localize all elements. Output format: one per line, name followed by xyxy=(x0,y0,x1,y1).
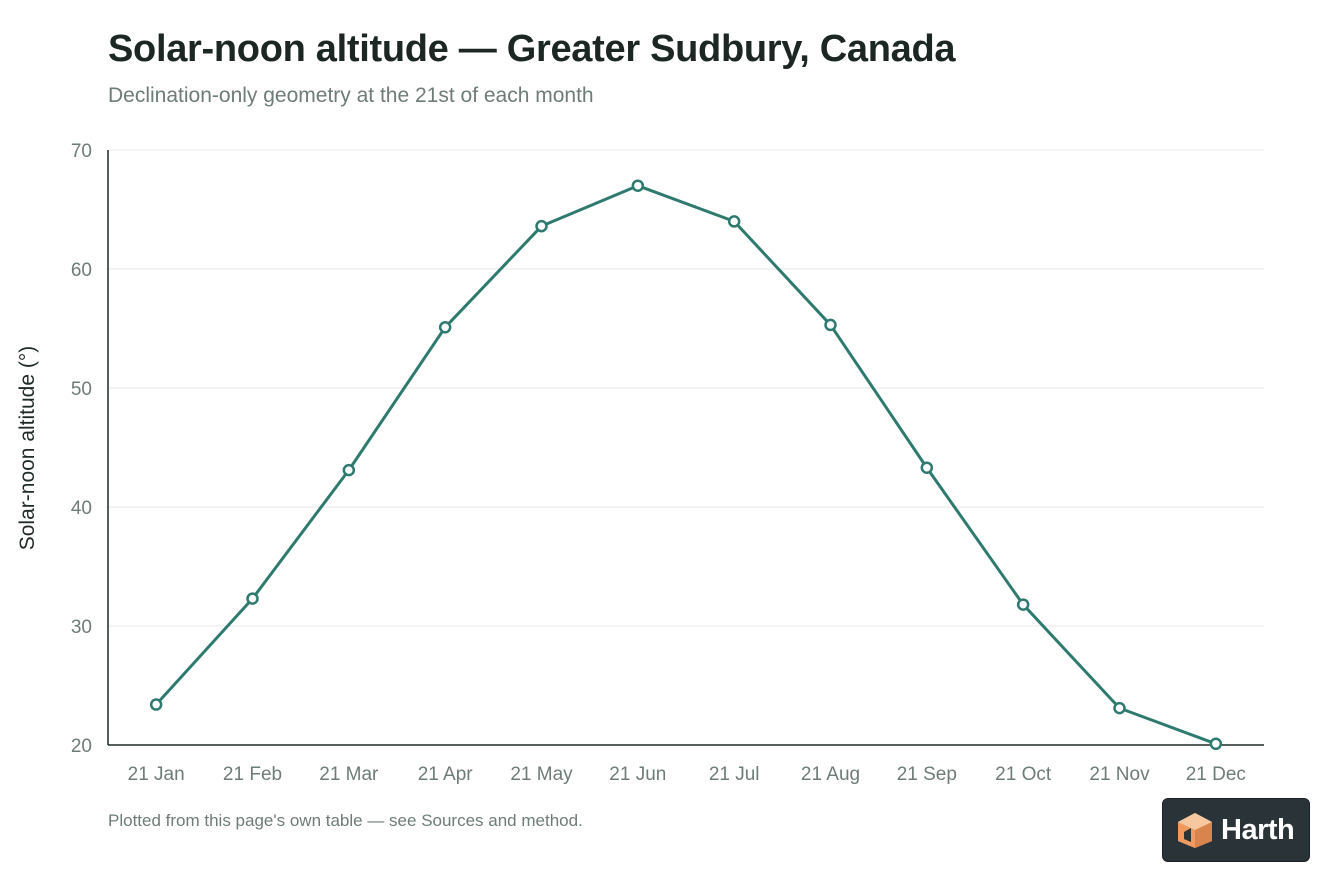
x-tick-label: 21 Mar xyxy=(319,764,379,785)
data-point[interactable] xyxy=(535,219,548,233)
y-tick-label: 60 xyxy=(71,260,92,281)
gridlines xyxy=(108,149,1264,627)
data-point[interactable] xyxy=(246,592,259,605)
data-point[interactable] xyxy=(438,321,452,334)
series xyxy=(149,179,1223,751)
chart-subtitle: Declination-only geometry at the 21st of… xyxy=(108,84,594,107)
x-tick-labels: 21 Jan 21 Feb 21 Mar 21 Apr 21 May 21 Jun 21 J… xyxy=(128,764,1246,785)
x-tick-label: 21 Jul xyxy=(709,764,760,785)
y-tick-label: 30 xyxy=(71,617,92,638)
data-point[interactable] xyxy=(824,318,837,332)
data-point[interactable] xyxy=(920,461,934,474)
x-tick-label: 21 Jan xyxy=(128,764,185,785)
x-tick-label: 21 Feb xyxy=(223,764,282,785)
y-tick-label: 50 xyxy=(71,379,92,400)
x-tick-label: 21 Oct xyxy=(995,764,1052,785)
axes xyxy=(107,150,1264,746)
y-axis-title: Solar-noon altitude (°) xyxy=(16,346,39,551)
data-point[interactable] xyxy=(342,463,356,477)
x-tick-label: 21 Dec xyxy=(1186,764,1246,785)
data-point[interactable] xyxy=(727,215,741,228)
x-tick-label: 21 Apr xyxy=(418,764,474,785)
y-tick-labels: 20 30 40 50 60 70 xyxy=(71,141,92,757)
x-tick-label: 21 May xyxy=(510,764,573,785)
data-point[interactable] xyxy=(1016,598,1030,611)
x-tick-label: 21 Jun xyxy=(609,764,666,785)
house-cube-icon xyxy=(1175,810,1215,850)
footnote: Plotted from this page's own table — see… xyxy=(108,811,583,830)
chart-title: Solar-noon altitude — Greater Sudbury, C… xyxy=(108,28,956,70)
logo-wordmark: Harth xyxy=(1221,813,1295,846)
data-point[interactable] xyxy=(631,179,645,192)
data-point[interactable] xyxy=(1209,737,1223,751)
x-tick-label: 21 Nov xyxy=(1089,764,1150,785)
y-tick-label: 40 xyxy=(71,498,92,519)
y-tick-label: 70 xyxy=(71,141,92,162)
data-point[interactable] xyxy=(149,698,163,711)
x-tick-label: 21 Aug xyxy=(801,764,860,785)
y-tick-label: 20 xyxy=(71,736,92,757)
harth-logo[interactable]: Harth xyxy=(1162,798,1310,862)
data-point[interactable] xyxy=(1113,701,1126,715)
series-line xyxy=(154,184,1218,746)
x-tick-label: 21 Sep xyxy=(897,764,957,785)
